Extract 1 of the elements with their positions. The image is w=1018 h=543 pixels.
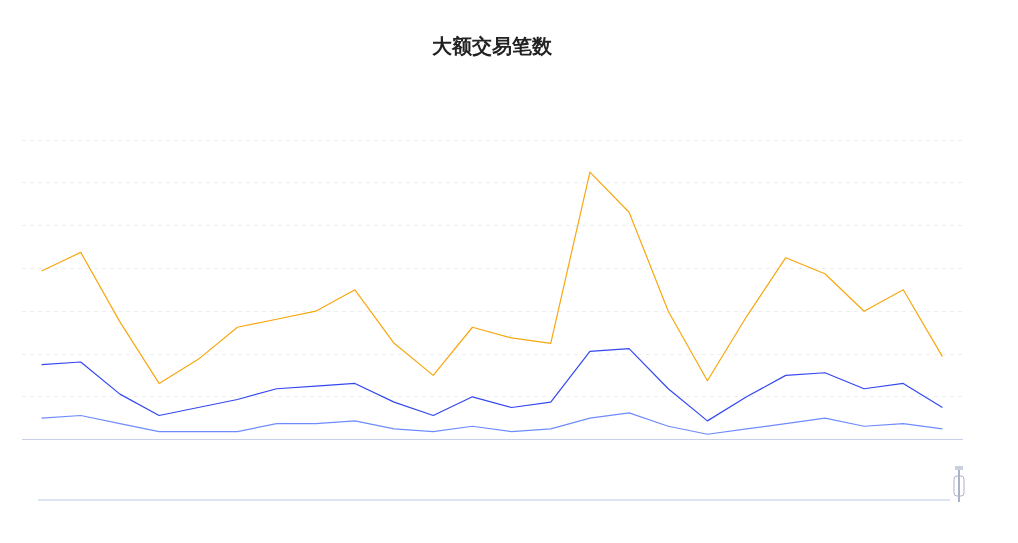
chart-title: 大额交易笔数 [432,34,553,59]
